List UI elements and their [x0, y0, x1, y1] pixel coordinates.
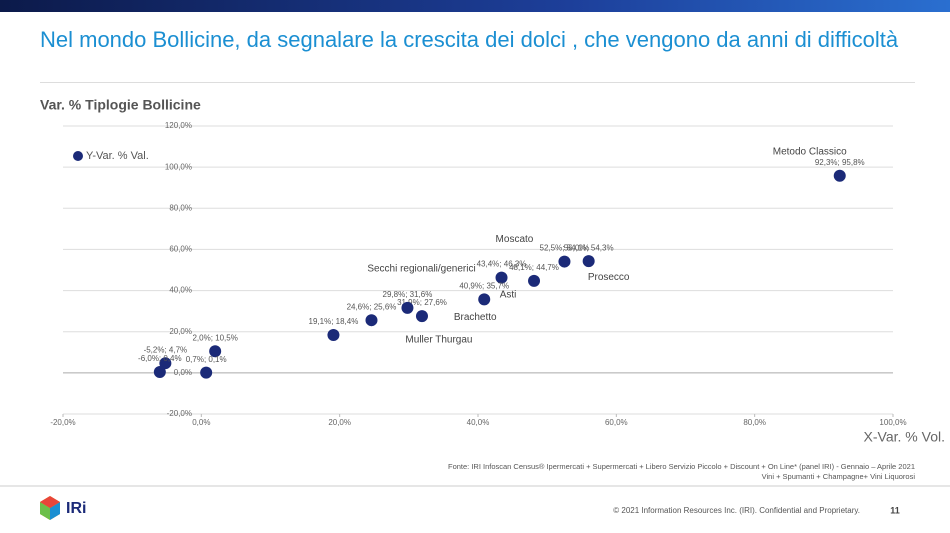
data-label: 2,0%; 10,5% [192, 333, 237, 342]
point [401, 301, 414, 314]
x-tick-label: 20,0% [328, 418, 351, 427]
data-label: -5,2%; 4,7% [144, 345, 188, 354]
point-name: Moscato [496, 234, 534, 245]
y-tick-label: -20,0% [167, 409, 192, 418]
footnote: Fonte: IRI Infoscan Census® Ipermercati … [448, 462, 915, 471]
page-number: 11 [890, 505, 900, 515]
y-tick-label: 60,0% [169, 245, 192, 254]
point [200, 366, 213, 379]
data-label: 56,0%; 54,3% [564, 243, 614, 252]
data-label: 19,1%; 18,4% [309, 317, 359, 326]
x-tick-label: 100,0% [879, 418, 906, 427]
point [495, 271, 508, 284]
data-label: 92,3%; 95,8% [815, 158, 865, 167]
y-tick-label: 120,0% [165, 121, 192, 130]
data-label: 52,5%; 54,1% [540, 244, 590, 253]
x-axis-label: X-Var. % Vol. [864, 429, 945, 445]
chart-title: Var. % Tiplogie Bollicine [40, 97, 201, 113]
slide-title: Nel mondo Bollicine, da segnalare la cre… [40, 27, 899, 52]
data-label: -6,0%; 0,4% [138, 354, 182, 363]
data-label: 29,8%; 31,6% [383, 290, 433, 299]
point [528, 274, 541, 287]
copyright: © 2021 Information Resources Inc. (IRI).… [613, 506, 860, 515]
point-name: Asti [500, 290, 517, 301]
x-tick-label: 80,0% [743, 418, 766, 427]
point [478, 293, 491, 306]
x-tick-label: 0,0% [192, 418, 210, 427]
logo-text: IRi [66, 500, 86, 517]
point-name: Brachetto [454, 312, 497, 323]
legend-marker [73, 151, 83, 161]
legend-label: Y-Var. % Val. [86, 150, 149, 162]
point [415, 310, 428, 323]
footnote: Vini + Spumanti + Champagne+ Vini Liquor… [762, 472, 916, 481]
point [365, 314, 378, 327]
title-rule [40, 82, 915, 83]
point [209, 345, 222, 358]
point-name: Secchi regionali/generici [367, 263, 475, 274]
y-tick-label: 20,0% [169, 327, 192, 336]
data-label: 0,7%; 0,1% [186, 355, 227, 364]
x-tick-label: -20,0% [50, 418, 75, 427]
point [558, 255, 571, 268]
x-tick-label: 40,0% [467, 418, 490, 427]
y-tick-label: 100,0% [165, 162, 192, 171]
point-name: Metodo Classico [773, 146, 847, 157]
y-tick-label: 40,0% [169, 286, 192, 295]
point [582, 255, 595, 268]
data-label: 24,6%; 25,6% [347, 302, 397, 311]
point [153, 366, 166, 379]
data-label: 48,1%; 44,7% [509, 263, 559, 272]
data-label: 31,9%; 27,6% [397, 298, 447, 307]
y-tick-label: 80,0% [169, 203, 192, 212]
point [327, 329, 340, 342]
point [159, 357, 172, 370]
y-tick-label: 0,0% [174, 368, 192, 377]
point-name: Muller Thurgau [405, 335, 472, 346]
top-bar [0, 0, 950, 12]
data-label: 43,4%; 46,3% [477, 260, 527, 269]
point [833, 169, 846, 182]
point-name: Prosecco [588, 272, 630, 283]
data-label: 40,9%; 35,7% [459, 282, 509, 291]
logo-icon [40, 496, 60, 520]
x-tick-label: 60,0% [605, 418, 628, 427]
